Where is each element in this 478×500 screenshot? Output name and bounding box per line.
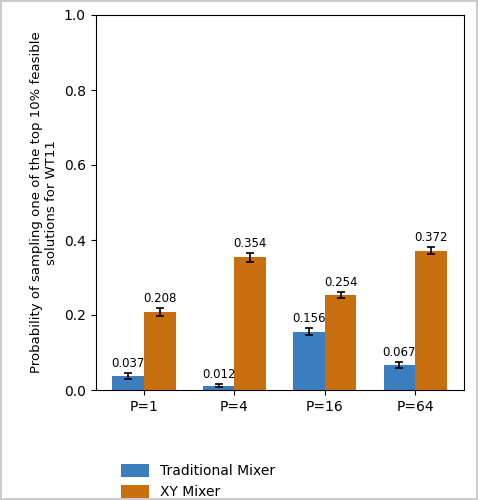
Bar: [325, 294, 357, 390]
Bar: [415, 250, 447, 390]
Bar: [384, 365, 415, 390]
Legend: Traditional Mixer, XY Mixer: Traditional Mixer, XY Mixer: [121, 464, 275, 500]
Text: 0.012: 0.012: [202, 368, 235, 381]
Text: 0.254: 0.254: [324, 276, 358, 289]
Text: 0.067: 0.067: [383, 346, 416, 359]
Text: 0.208: 0.208: [143, 292, 176, 305]
Bar: [112, 376, 144, 390]
Bar: [293, 332, 325, 390]
Bar: [234, 257, 266, 390]
Bar: [203, 386, 234, 390]
Bar: [144, 312, 175, 390]
Y-axis label: Probability of sampling one of the top 10% feasible
solutions for WT11: Probability of sampling one of the top 1…: [30, 32, 58, 373]
Text: 0.372: 0.372: [414, 231, 448, 244]
Text: 0.037: 0.037: [111, 357, 145, 370]
Text: 0.354: 0.354: [234, 237, 267, 250]
Text: 0.156: 0.156: [292, 312, 326, 325]
